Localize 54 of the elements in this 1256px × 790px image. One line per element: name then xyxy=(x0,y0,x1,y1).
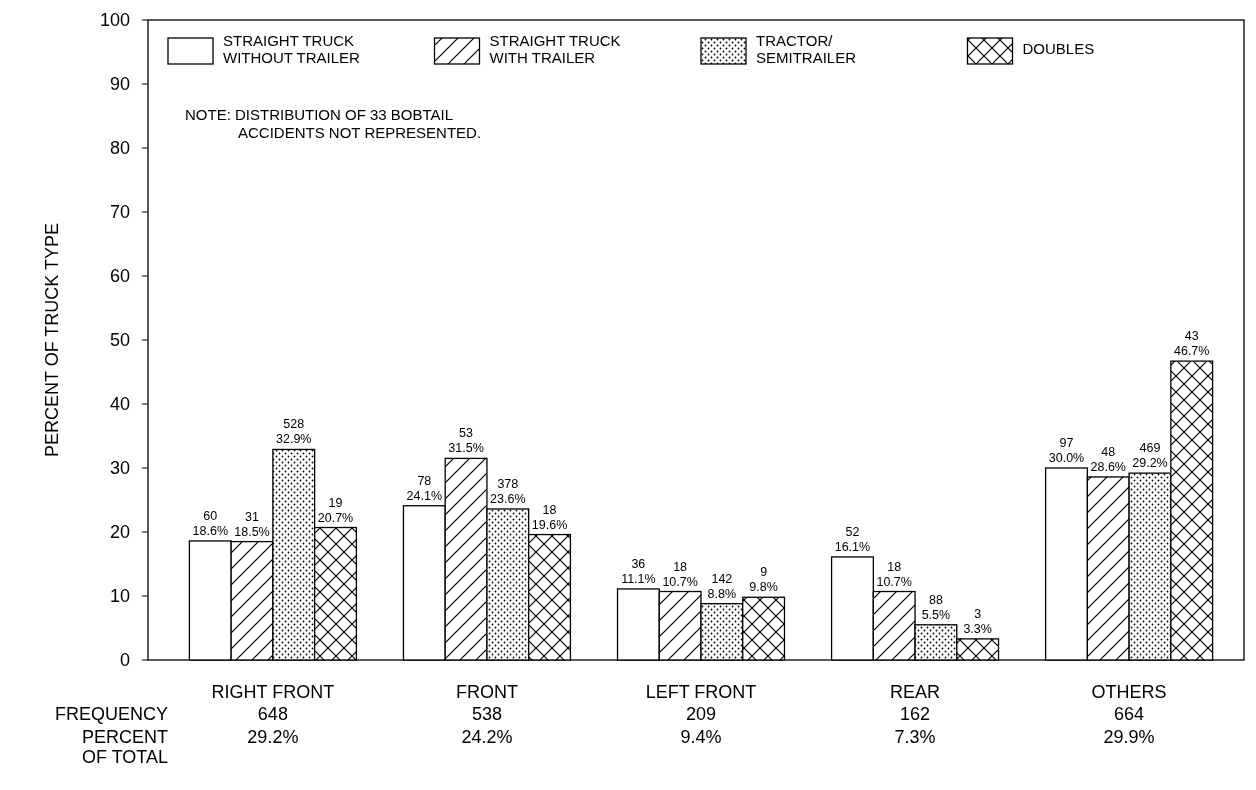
y-tick-label: 100 xyxy=(99,10,130,30)
x-tick-label: REAR xyxy=(890,682,941,702)
y-tick-label: 60 xyxy=(109,266,130,286)
text: 209 xyxy=(685,704,717,724)
data-label: 18 10.7% xyxy=(662,559,698,589)
legend-label: DOUBLES xyxy=(1022,40,1095,57)
text: 7.3% xyxy=(894,727,936,747)
y-tick-label: 70 xyxy=(109,202,130,222)
text: 29.2% xyxy=(247,727,299,747)
x-tick-label: FRONT xyxy=(455,682,518,702)
data-label: 48 28.6% xyxy=(1090,444,1126,474)
y-tick-label: 10 xyxy=(109,586,130,606)
data-label: 36 11.1% xyxy=(621,556,656,586)
data-label: 378 23.6% xyxy=(490,476,526,506)
y-tick-label: 30 xyxy=(109,458,130,478)
data-label: 3 3.3% xyxy=(963,606,992,636)
data-label: 60 18.6% xyxy=(192,508,228,538)
data-label: 31 18.5% xyxy=(234,509,270,539)
data-label: 18 19.6% xyxy=(531,502,568,532)
text: 538 xyxy=(471,704,502,724)
y-tick-label: 80 xyxy=(109,138,130,158)
data-label: 78 24.1% xyxy=(406,473,443,503)
data-label: 88 5.5% xyxy=(921,592,951,622)
data-label: 43 46.7% xyxy=(1174,329,1210,359)
text: 648 xyxy=(257,704,288,724)
y-tick-label: 0 xyxy=(119,650,130,670)
annotation: NOTE: DISTRIBUTION OF 33 BOBTAIL ACCIDENTS NOT REPRESENTED. xyxy=(185,106,482,141)
data-label: 53 31.5% xyxy=(448,426,484,456)
x-tick-label: OTHERS xyxy=(1091,682,1167,702)
x-tick-label: RIGHT FRONT xyxy=(211,682,335,702)
data-label: 97 30.0% xyxy=(1048,436,1085,465)
text: 29.9% xyxy=(1103,727,1155,747)
data-label: 19 20.7% xyxy=(317,495,354,525)
y-tick-label: 20 xyxy=(109,522,130,542)
y-tick-label: 40 xyxy=(109,394,130,414)
text: 9.4% xyxy=(680,727,722,747)
data-label: 9 9.8% xyxy=(749,565,778,595)
y-tick-label: 90 xyxy=(109,74,130,94)
data-label: 142 8.8% xyxy=(707,571,737,601)
legend-label: TRACTOR/ SEMITRAILER xyxy=(756,32,857,66)
legend-label: STRAIGHT TRUCK WITHOUT TRAILER xyxy=(223,32,361,66)
legend-label: STRAIGHT TRUCK WITH TRAILER xyxy=(489,32,621,66)
text: 664 xyxy=(1114,704,1145,724)
data-label: 52 16.1% xyxy=(834,524,871,554)
data-label: 469 29.2% xyxy=(1132,441,1168,471)
x-tick-label: LEFT FRONT xyxy=(645,682,757,702)
y-axis-title: PERCENT OF TRUCK TYPE xyxy=(42,222,62,458)
data-label: 18 10.7% xyxy=(876,559,912,589)
text: FREQUENCY xyxy=(54,704,168,724)
data-label: 528 32.9% xyxy=(276,417,312,447)
y-tick-label: 50 xyxy=(109,330,130,350)
text: 162 xyxy=(900,704,931,724)
text: 24.2% xyxy=(461,727,513,747)
text: PERCENT OF TOTAL xyxy=(81,727,168,767)
